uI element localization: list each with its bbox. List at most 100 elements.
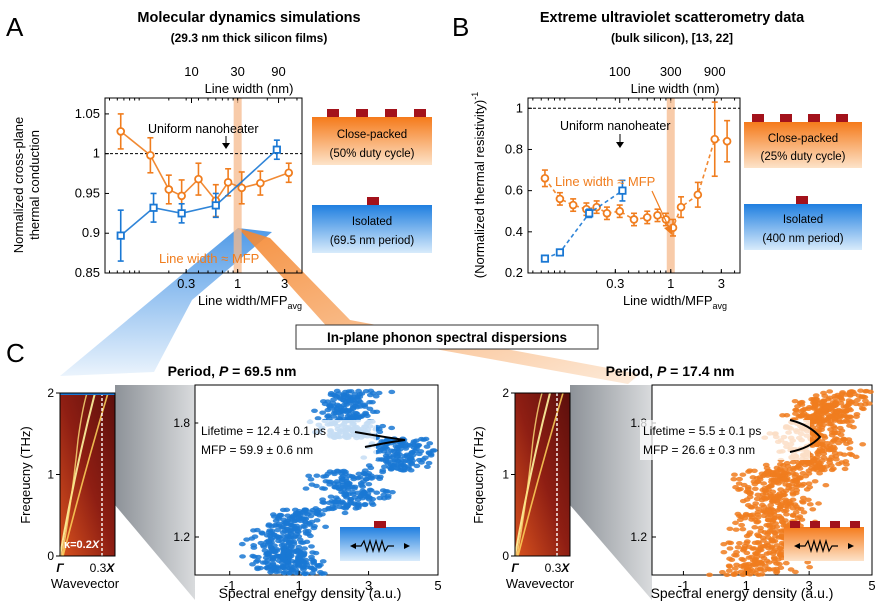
scatter-left-point [394, 459, 401, 464]
panel-a-top-tick-label: 30 [230, 64, 244, 79]
scatter-right-point [805, 471, 813, 476]
scatter-left-point [343, 402, 351, 407]
scatter-left-point [352, 410, 360, 416]
panel-a-series-0-curve [120, 130, 290, 202]
panel-a-data-point [164, 185, 174, 194]
scatter-right-point [821, 407, 829, 413]
scatter-right-point [820, 433, 828, 439]
scatter-right-point [799, 495, 807, 501]
scatter-right-point [832, 457, 840, 462]
panel-b-data-point [629, 215, 639, 224]
panel-b-xtick-label: 3 [718, 276, 725, 291]
panel-b-data-point [693, 190, 703, 200]
scatter-right-point [787, 501, 795, 506]
dispersion-left-ytick-label: 2 [47, 386, 54, 400]
scatter-left-point [287, 528, 295, 533]
scatter-left-point [356, 394, 364, 399]
scatter-right-point [793, 504, 800, 509]
scatter-left-point [379, 423, 387, 429]
scatter-left-point [301, 508, 309, 513]
scatter-right-point [753, 554, 761, 560]
panel-a-isolated-label-2: (69.5 nm period) [330, 235, 415, 247]
dispersion-left-axes: 2 1 0 [47, 386, 60, 563]
scatter-right-point [777, 461, 784, 467]
scatter-left-point [373, 490, 381, 495]
scatter-left-point [333, 388, 341, 394]
scatter-right-point [814, 407, 822, 412]
scatter-right-point [757, 525, 764, 531]
scatter-left-point [348, 484, 356, 489]
scatter-left-point [294, 559, 302, 564]
scatter-right-point [789, 512, 797, 518]
scatter-right-point [745, 532, 753, 537]
scatter-right-point [803, 487, 811, 492]
scatter-left-point [308, 554, 315, 560]
scatter-right-point [780, 523, 788, 528]
scatter-left-point [283, 521, 290, 527]
scatter-left-point [377, 447, 384, 453]
panel-c-banner: In-plane phonon spectral dispersions [327, 330, 567, 345]
scatter-right-point [792, 407, 800, 413]
scatter-right-point [736, 513, 743, 519]
scatter-left-point [238, 541, 246, 547]
panel-a-data-point [177, 209, 186, 218]
scatter-right-point [736, 476, 743, 482]
scatter-left-point [427, 453, 435, 458]
scatter-left-point [307, 565, 315, 570]
scatter-right-point [769, 539, 776, 544]
scatter-right-point [850, 425, 857, 430]
scatter-right-point [826, 389, 834, 394]
panel-b-mfp-label: Line width ≈ MFP [555, 174, 655, 189]
scatter-left-point [423, 464, 431, 469]
scatter-right-point [799, 499, 806, 504]
panel-c-left-period: Period, P = 69.5 nm [168, 363, 297, 379]
scatter-right-point [732, 520, 739, 526]
scatter-right-point [818, 448, 826, 454]
scatter-left-point [310, 558, 318, 563]
scatter-right-point [845, 398, 853, 403]
scatter-left-point [254, 558, 262, 563]
scatter-left-point [400, 459, 408, 464]
scatter-right-point [805, 481, 813, 486]
panel-a-ylabel-line1: Normalized cross-plane [11, 117, 26, 254]
scatter-left-point [342, 389, 349, 395]
scatter-right-point [824, 418, 832, 424]
panel-b-data-point [602, 208, 612, 218]
scatter-left-point [411, 448, 419, 454]
scatter-right-point [811, 399, 819, 404]
scatter-right-point [751, 525, 759, 530]
scatter-left-point [349, 403, 357, 408]
scatter-left-point [315, 507, 323, 513]
scatter-right-point [781, 467, 789, 472]
scatter-right-point [827, 447, 835, 452]
scatter-right-point [818, 399, 826, 404]
scatter-right-point [789, 490, 797, 496]
scatter-left-point [313, 473, 321, 478]
scatter-left-point [413, 463, 421, 469]
scatter-right-point [842, 409, 850, 414]
scatter-left-point [327, 494, 335, 499]
scatter-right-point [754, 539, 762, 545]
scatter-right-point [758, 553, 766, 559]
panel-letter-b: B [452, 12, 469, 42]
scatter-left-point [292, 510, 300, 516]
panel-b-ytick-label: 1 [516, 100, 523, 115]
scatter-right-point [806, 564, 814, 570]
scatter-left-point [325, 500, 333, 505]
panel-b-data-point [710, 134, 720, 144]
scatter-left-point [389, 489, 396, 495]
scatter-right-point [736, 517, 744, 523]
panel-a-ytick-label: 0.9 [82, 225, 100, 240]
scatter-left-point [366, 392, 374, 398]
scatter-left-point [381, 464, 388, 469]
dispersion-right [514, 392, 571, 557]
scatter-right-point [751, 517, 759, 523]
scatter-left-point [380, 496, 388, 501]
scatter-right-point [748, 505, 756, 510]
dispersion-right-ytick-label: 0 [502, 549, 509, 563]
scatter-right-point [809, 413, 817, 418]
dispersion-left-ytick-label: 0 [47, 549, 54, 563]
scatter-left-point [302, 486, 310, 491]
scatter-right-point [725, 568, 733, 573]
panel-a-data-point [237, 183, 247, 193]
